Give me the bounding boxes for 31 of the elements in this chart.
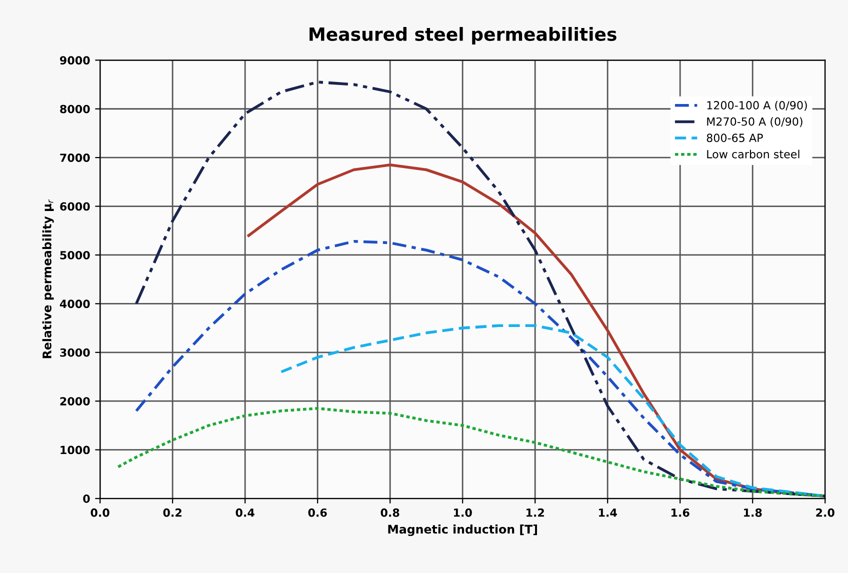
y-tick-label: 0 <box>83 494 90 503</box>
y-tick-label: 2000 <box>60 397 90 406</box>
x-tick-label: 0.6 <box>308 508 327 517</box>
x-tick-label: 1.2 <box>526 508 544 517</box>
y-tick-label: 6000 <box>60 202 90 211</box>
line-series <box>134 80 826 498</box>
x-tick-label: 0.2 <box>163 508 182 517</box>
line-series <box>280 324 826 498</box>
y-tick-label: 1000 <box>60 446 90 454</box>
x-tick-label: 0.4 <box>236 508 254 517</box>
x-tick-label: 1.6 <box>672 508 690 517</box>
legend-label: 1200-100 A (0/90) <box>707 100 807 111</box>
y-tick-label: 5000 <box>60 250 90 260</box>
legend-label: Low carbon steel <box>707 150 800 158</box>
x-tick-label: 1.8 <box>744 508 762 517</box>
y-tick-label: 9000 <box>60 56 90 65</box>
y-axis-title: Relative permeability μ$_{r}$ <box>42 199 54 358</box>
x-tick-label: 0.8 <box>380 508 400 517</box>
legend-label: M270-50 A (0/90) <box>707 117 802 128</box>
y-tick-label: 3000 <box>60 348 90 357</box>
y-tick-label: 7000 <box>60 154 90 162</box>
legend-label: 800-65 AP <box>706 134 763 142</box>
y-tick-label: 4000 <box>60 300 90 308</box>
line-series <box>116 407 826 498</box>
chart-title: Measured steel permeabilities <box>310 27 616 44</box>
y-tick-label: 8000 <box>60 104 90 114</box>
x-tick-label: 1.4 <box>599 508 617 517</box>
x-tick-label: 1.0 <box>454 508 472 517</box>
x-tick-label: 2.0 <box>816 508 834 517</box>
x-tick-label: 0.0 <box>90 508 110 517</box>
x-axis-title: Magnetic induction [T] <box>388 524 537 536</box>
